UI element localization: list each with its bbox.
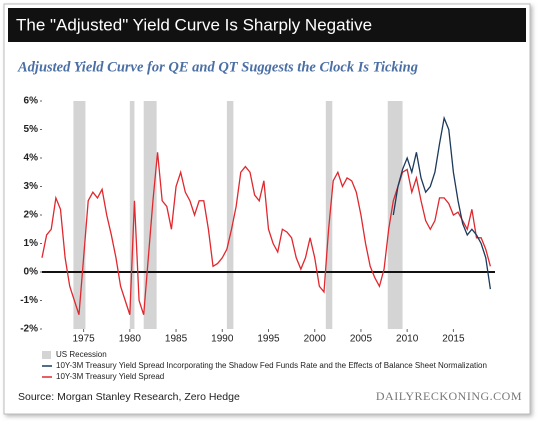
legend-label: 10Y-3M Treasury Yield Spread Incorporati… [56,361,487,370]
y-tick-label: 3% [24,181,39,192]
recession-band [226,101,234,329]
x-tick-label: 2000 [304,334,327,345]
y-tick-label: 0% [24,267,39,278]
chart-subtitle: Adjusted Yield Curve for QE and QT Sugge… [17,59,418,75]
x-tick-label: 1980 [119,334,142,345]
chart-title: The "Adjusted" Yield Curve Is Sharply Ne… [16,15,372,34]
title-bar [8,8,526,42]
legend-label: 10Y-3M Treasury Yield Spread [56,372,164,381]
x-tick-label: 1985 [165,334,188,345]
x-tick-label: 2015 [442,334,465,345]
recession-band [73,101,86,329]
y-tick-label: 4% [24,153,39,164]
legend-label: US Recession [56,350,107,359]
x-tick-label: 1975 [72,334,95,345]
legend-swatch [42,351,51,359]
recession-band [129,101,135,329]
brand: DAILYRECKONING.COM [376,389,522,403]
y-tick-label: 2% [24,210,39,221]
series-line [392,115,492,290]
y-tick-label: 1% [24,238,39,249]
recession-band [325,101,333,329]
source: Source: Morgan Stanley Research, Zero He… [18,391,240,403]
y-tick-label: 5% [24,124,39,135]
x-tick-label: 2005 [350,334,373,345]
recession-band [387,101,403,329]
y-tick-label: 6% [24,96,39,107]
x-tick-label: 1995 [257,334,280,345]
x-tick-label: 2010 [396,334,419,345]
y-tick-label: -1% [20,295,38,306]
y-tick-label: -2% [20,324,38,335]
series-line [41,152,492,315]
x-tick-label: 1990 [211,334,234,345]
